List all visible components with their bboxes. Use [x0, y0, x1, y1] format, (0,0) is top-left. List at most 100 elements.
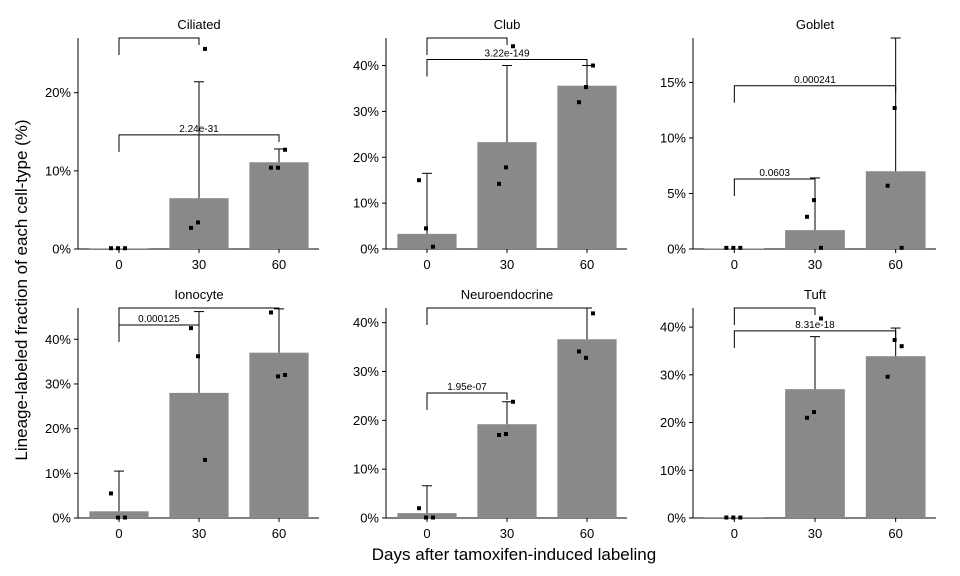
data-point	[504, 165, 508, 170]
data-point	[577, 100, 581, 105]
significance-bracket	[118, 134, 280, 152]
x-tick-label: 0	[115, 257, 122, 272]
data-point	[584, 85, 588, 90]
x-tick-label: 60	[272, 257, 286, 272]
data-point	[276, 165, 280, 170]
y-tick-label: 5%	[667, 186, 686, 201]
data-point	[724, 515, 729, 520]
data-point	[431, 244, 435, 249]
y-tick-label: 20%	[45, 421, 71, 436]
x-tick-label: 30	[500, 257, 514, 272]
y-tick-label: 40%	[45, 332, 71, 347]
data-point	[511, 44, 515, 49]
y-tick-label: 0%	[52, 242, 71, 257]
y-tick-label: 30%	[353, 104, 379, 119]
panel-neuroendocrine: Neuroendocrine 0% 10% 20% 30% 40% 0 30 60 1.95e-0…	[353, 287, 627, 541]
data-point	[276, 374, 280, 379]
x-tick-label: 30	[808, 526, 822, 541]
bar-day-0	[397, 233, 457, 249]
x-tick-label: 60	[580, 257, 594, 272]
data-point	[899, 344, 904, 349]
y-tick-label: 30%	[353, 364, 379, 379]
bar-day-0	[89, 511, 149, 518]
y-tick-label: 30%	[45, 376, 71, 391]
data-point	[885, 183, 890, 188]
data-point	[731, 245, 736, 250]
x-tick-label: 0	[731, 257, 738, 272]
data-point	[196, 220, 200, 225]
y-tick-label: 0%	[360, 511, 379, 526]
data-point	[731, 515, 736, 520]
data-point	[203, 46, 207, 51]
data-point	[577, 349, 581, 354]
y-tick-label: 40%	[353, 58, 379, 73]
data-point	[109, 491, 113, 496]
y-tick-label: 40%	[660, 320, 686, 335]
data-point	[269, 310, 273, 315]
data-point	[116, 515, 120, 520]
data-point	[269, 165, 273, 170]
y-tick-label: 20%	[660, 415, 686, 430]
data-point	[189, 225, 193, 230]
data-point	[123, 246, 127, 251]
y-tick-label: 40%	[353, 315, 379, 330]
panel-title: Ionocyte	[174, 287, 223, 302]
x-tick-label: 0	[423, 257, 430, 272]
data-point	[196, 354, 200, 359]
significance-bracket	[733, 85, 897, 103]
data-point	[724, 245, 729, 250]
y-tick-label: 0%	[360, 242, 379, 257]
panel-club: Club 0% 10% 20% 30% 40% 0 30 60 3.22e-149	[353, 17, 627, 272]
significance-bracket	[733, 330, 897, 348]
y-tick-label: 10%	[353, 196, 379, 211]
p-value-label: 0.0603	[759, 168, 790, 179]
data-point	[738, 515, 743, 520]
bar-day-30	[785, 389, 845, 518]
bar-day-60	[249, 352, 309, 518]
x-tick-label: 0	[731, 526, 738, 541]
p-value-label: 8.31e-18	[795, 320, 835, 331]
y-tick-label: 10%	[660, 130, 686, 145]
data-point	[511, 399, 515, 404]
bar-day-60	[865, 171, 926, 249]
data-point	[283, 147, 287, 152]
x-axis-label: Days after tamoxifen-induced labeling	[372, 545, 656, 564]
bar-day-30	[477, 142, 537, 249]
data-point	[497, 432, 501, 437]
data-point	[805, 214, 809, 219]
data-point	[805, 415, 809, 420]
y-tick-label: 0%	[667, 511, 686, 526]
data-point	[424, 226, 428, 231]
panel-ciliated: Ciliated 0% 10% 20% 0 30 60 2.24e-31	[45, 17, 319, 272]
y-tick-label: 30%	[660, 367, 686, 382]
y-axis-label: Lineage-labeled fraction of each cell-ty…	[12, 119, 31, 460]
data-point	[417, 178, 421, 183]
data-point	[189, 326, 193, 331]
significance-bracket	[426, 59, 588, 77]
x-tick-label: 30	[500, 526, 514, 541]
x-tick-label: 60	[272, 526, 286, 541]
bar-day-60	[865, 356, 926, 518]
panel-tuft: Tuft 0% 10% 20% 30% 40% 0 30 60 8.31e-18	[660, 287, 936, 541]
y-tick-label: 10%	[660, 463, 686, 478]
data-point	[591, 311, 595, 316]
x-tick-label: 30	[808, 257, 822, 272]
y-tick-label: 20%	[45, 85, 71, 100]
y-tick-label: 10%	[45, 163, 71, 178]
data-point	[591, 63, 595, 68]
data-point	[116, 246, 120, 251]
y-tick-label: 20%	[353, 150, 379, 165]
bar-day-30	[477, 424, 537, 518]
bar-day-30	[169, 392, 229, 518]
y-tick-label: 15%	[660, 75, 686, 90]
data-point	[819, 316, 823, 321]
significance-bracket	[733, 307, 816, 325]
x-tick-label: 30	[192, 257, 206, 272]
data-point	[899, 245, 904, 250]
data-point	[812, 410, 816, 415]
data-point	[283, 373, 287, 378]
data-point	[431, 515, 435, 520]
y-tick-label: 10%	[45, 466, 71, 481]
data-point	[123, 515, 127, 520]
